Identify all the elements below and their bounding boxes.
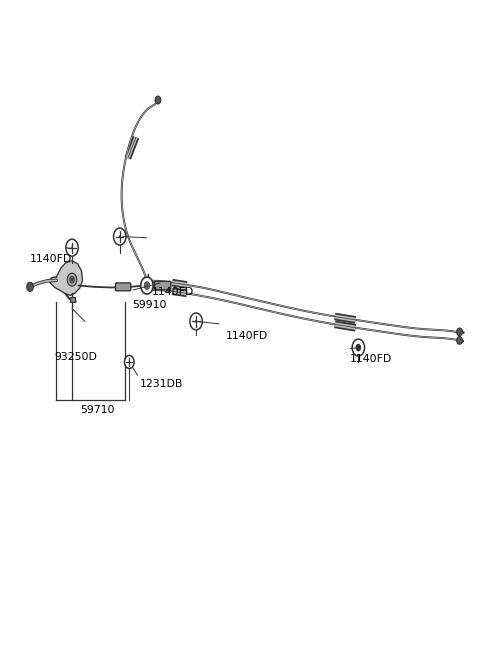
Circle shape: [141, 277, 153, 294]
Circle shape: [144, 281, 150, 289]
Text: 1140FD: 1140FD: [350, 354, 392, 364]
Circle shape: [71, 247, 73, 249]
Bar: [70, 297, 75, 302]
Circle shape: [456, 328, 462, 336]
Circle shape: [129, 361, 130, 363]
Circle shape: [456, 337, 462, 344]
Circle shape: [195, 320, 197, 323]
Circle shape: [27, 282, 34, 291]
Circle shape: [190, 313, 202, 330]
Circle shape: [352, 339, 364, 356]
Circle shape: [119, 236, 120, 238]
Circle shape: [67, 273, 77, 286]
Text: 1140FD: 1140FD: [226, 331, 268, 341]
FancyBboxPatch shape: [116, 283, 131, 291]
Polygon shape: [49, 260, 83, 295]
Circle shape: [155, 96, 161, 104]
Circle shape: [124, 356, 134, 369]
Circle shape: [70, 276, 74, 283]
Text: 59710: 59710: [80, 405, 115, 415]
Text: 1140FD: 1140FD: [152, 287, 194, 297]
FancyBboxPatch shape: [155, 281, 171, 290]
Text: 1231DB: 1231DB: [140, 379, 183, 388]
Text: 59910: 59910: [132, 300, 167, 310]
Text: 93250D: 93250D: [54, 352, 97, 362]
Circle shape: [114, 228, 126, 245]
Circle shape: [356, 344, 361, 352]
Text: 1140FD: 1140FD: [30, 255, 72, 264]
Circle shape: [66, 239, 78, 256]
